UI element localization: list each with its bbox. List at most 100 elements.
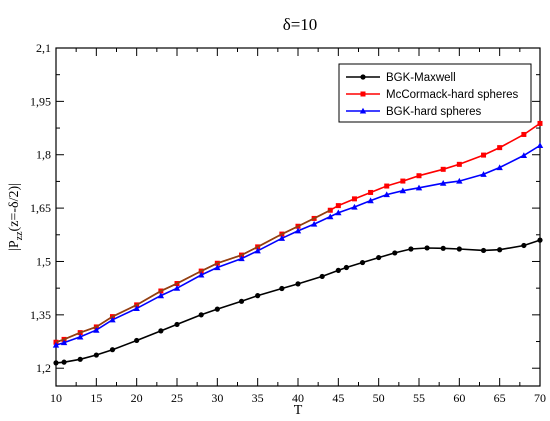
legend-marker bbox=[360, 74, 366, 80]
legend-label: McCormack-hard spheres bbox=[386, 89, 519, 101]
x-tick-label: 30 bbox=[211, 391, 223, 405]
data-point bbox=[134, 337, 140, 344]
data-point bbox=[481, 152, 487, 158]
overlay-line bbox=[55, 209, 331, 343]
x-axis: 10 15 20 25 30 35 40 45 50 55 60 65 70 bbox=[50, 48, 546, 405]
data-point bbox=[294, 227, 302, 234]
x-tick-label: 25 bbox=[171, 391, 183, 405]
data-point bbox=[359, 259, 366, 266]
y-tick-label: 1,8 bbox=[36, 148, 51, 162]
data-point bbox=[537, 120, 543, 126]
series-layer bbox=[52, 120, 544, 366]
data-point bbox=[278, 235, 286, 241]
data-point bbox=[335, 267, 341, 273]
data-point bbox=[335, 209, 342, 216]
y-tick-label: 1,95 bbox=[30, 94, 51, 108]
data-point bbox=[415, 184, 423, 191]
data-point bbox=[536, 142, 544, 149]
data-point bbox=[310, 220, 318, 227]
legend-box bbox=[338, 63, 532, 123]
x-tick-label: 20 bbox=[131, 391, 143, 405]
data-point bbox=[520, 152, 528, 159]
data-point bbox=[53, 360, 59, 366]
data-point bbox=[521, 131, 527, 137]
legend-item: McCormack-hard spheres bbox=[346, 89, 519, 101]
x-tick-label: 45 bbox=[332, 391, 344, 405]
x-tick-label: 50 bbox=[373, 391, 385, 405]
data-point bbox=[376, 254, 382, 261]
data-point bbox=[238, 255, 245, 262]
y-axis-title-suffix: (z=-δ/2)| bbox=[7, 183, 22, 231]
data-point bbox=[52, 341, 60, 348]
data-point bbox=[521, 242, 527, 249]
data-point bbox=[335, 203, 341, 209]
x-tick-label: 70 bbox=[534, 391, 546, 405]
data-point bbox=[384, 183, 390, 189]
data-point bbox=[456, 246, 462, 252]
data-point bbox=[77, 356, 83, 362]
chart-title: δ=10 bbox=[283, 15, 318, 34]
y-tick-label: 1,35 bbox=[30, 308, 51, 322]
data-point bbox=[238, 298, 245, 304]
data-point bbox=[456, 161, 462, 167]
y-tick-label: 1,2 bbox=[36, 361, 51, 375]
y-tick-label: 1,5 bbox=[36, 254, 51, 268]
x-tick-label: 35 bbox=[252, 391, 264, 405]
data-point bbox=[254, 247, 261, 254]
data-point bbox=[173, 284, 181, 291]
data-point bbox=[440, 180, 447, 186]
legend-item: BGK-Maxwell bbox=[346, 72, 456, 84]
y-axis: 1,2 1,35 1,5 1,65 1,8 1,95 2,1 bbox=[30, 41, 540, 375]
data-point bbox=[109, 316, 116, 323]
data-point bbox=[60, 339, 68, 346]
data-point bbox=[93, 352, 99, 358]
data-point bbox=[93, 326, 100, 333]
data-point bbox=[440, 166, 446, 172]
data-point bbox=[416, 173, 422, 179]
series-bgk-maxwell bbox=[53, 237, 543, 366]
data-point bbox=[497, 145, 503, 151]
data-point bbox=[214, 264, 221, 271]
data-point bbox=[279, 285, 285, 292]
data-point bbox=[157, 292, 165, 299]
data-point bbox=[480, 247, 487, 254]
data-point bbox=[61, 359, 67, 365]
x-tick-label: 15 bbox=[90, 391, 102, 405]
y-axis-title: |Pzz(z=-δ/2)| bbox=[7, 183, 25, 251]
data-point bbox=[319, 273, 325, 280]
data-point bbox=[383, 191, 390, 198]
data-point bbox=[214, 306, 220, 312]
data-point bbox=[351, 196, 357, 202]
data-point bbox=[133, 305, 140, 311]
data-point bbox=[327, 213, 334, 220]
y-tick-label: 2,1 bbox=[36, 41, 51, 55]
y-axis-title-prefix: |P bbox=[7, 240, 22, 251]
data-point bbox=[343, 264, 349, 271]
x-tick-label: 10 bbox=[50, 391, 62, 405]
series-line bbox=[55, 144, 541, 346]
y-tick-label: 1,65 bbox=[30, 201, 51, 215]
series-bgk-hard-spheres bbox=[52, 142, 544, 348]
x-tick-label: 40 bbox=[292, 391, 304, 405]
data-point bbox=[440, 245, 446, 251]
data-point bbox=[255, 293, 261, 299]
legend: BGK-Maxwell McCormack-hard spheres BGK-har… bbox=[338, 63, 532, 123]
data-point bbox=[399, 187, 407, 194]
data-point bbox=[424, 245, 430, 251]
legend-label: BGK-hard spheres bbox=[386, 106, 481, 118]
y-axis-title-subscript: zz bbox=[14, 231, 25, 240]
data-point bbox=[497, 247, 503, 253]
data-point bbox=[367, 197, 374, 204]
series-line bbox=[55, 239, 541, 364]
data-point bbox=[496, 164, 503, 171]
legend-item: BGK-hard spheres bbox=[346, 106, 481, 118]
data-point bbox=[408, 246, 414, 252]
data-point bbox=[351, 203, 358, 210]
x-tick-label: 55 bbox=[413, 391, 425, 405]
x-axis-title: T bbox=[294, 403, 303, 418]
data-point bbox=[198, 312, 204, 318]
data-point bbox=[537, 237, 543, 243]
data-point bbox=[198, 271, 205, 278]
data-point bbox=[174, 321, 180, 328]
